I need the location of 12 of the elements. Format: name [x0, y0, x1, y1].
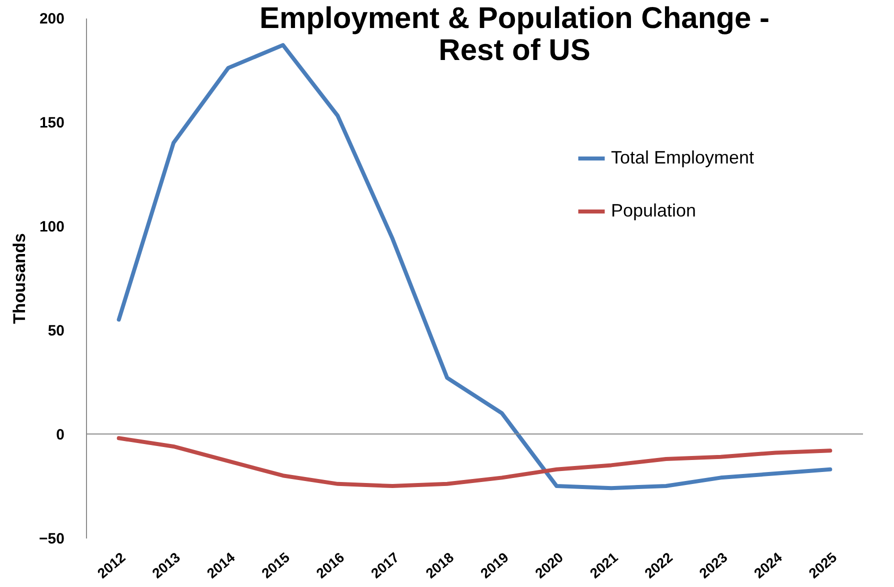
y-tick-label: −50: [39, 530, 64, 548]
legend-label: Total Employment: [611, 148, 754, 168]
y-tick-label: 100: [39, 218, 64, 236]
text: Rest of US: [438, 34, 590, 67]
y-tick-label: 0: [56, 426, 64, 444]
legend-label: Population: [611, 200, 696, 220]
y-axis-title: Thousands: [10, 233, 30, 324]
line-series: [116, 436, 832, 488]
text: Employment & Population Change -: [259, 2, 770, 35]
y-tick-label: 200: [39, 10, 64, 28]
y-tick-label: 150: [39, 114, 64, 132]
y-tick-label: 50: [48, 322, 64, 340]
